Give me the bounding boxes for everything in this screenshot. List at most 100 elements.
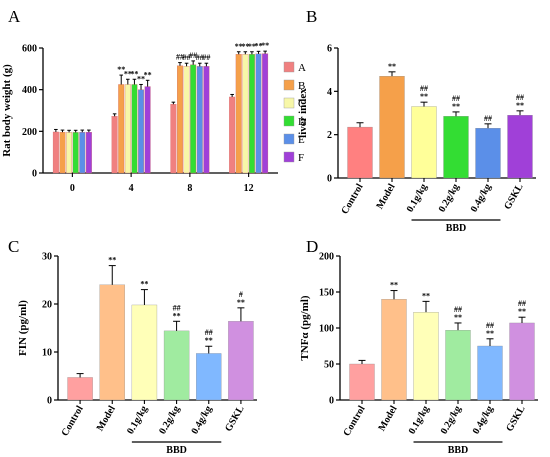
y-tick-label: 6	[327, 44, 332, 55]
significance-label: ##	[205, 328, 213, 337]
bar	[131, 304, 158, 401]
bar	[59, 132, 66, 174]
significance-label: ##	[420, 84, 428, 93]
x-tick-label: Model	[95, 404, 118, 433]
x-tick-label: GSKL	[504, 404, 528, 434]
bar	[79, 132, 86, 174]
x-tick-label: 0.4g/kg	[189, 404, 214, 436]
bar	[242, 54, 249, 174]
bar	[118, 84, 125, 174]
y-tick-label: 50	[324, 360, 334, 371]
x-tick-label: GSKL	[502, 182, 526, 212]
significance-label: **	[235, 42, 243, 51]
y-tick-label: 150	[319, 288, 334, 299]
legend-swatch	[283, 115, 295, 127]
x-tick-label: 0.1g/kg	[125, 404, 150, 436]
legend-swatch	[283, 79, 295, 91]
bar	[131, 84, 138, 174]
bar	[163, 330, 190, 401]
bar	[509, 322, 535, 401]
x-tick-label: Model	[376, 404, 399, 433]
bar	[477, 345, 503, 401]
bar	[379, 76, 405, 179]
bar	[411, 106, 437, 179]
legend-label: A	[298, 62, 306, 74]
x-tick-label: Control	[60, 404, 86, 438]
y-axis-label: FIN (pg/ml)	[17, 300, 29, 356]
significance-label: #	[239, 290, 243, 299]
x-tick-label: 0.4g/kg	[471, 404, 496, 436]
bar	[349, 363, 375, 401]
group-label: BBD	[166, 445, 187, 456]
significance-label: ##	[454, 305, 462, 314]
bar	[124, 84, 131, 174]
x-tick-label: 0	[70, 183, 75, 194]
bar	[203, 66, 210, 174]
significance-label: **	[248, 42, 256, 51]
x-tick-label: 0.4g/kg	[469, 182, 494, 214]
significance-label: ##	[486, 321, 494, 330]
x-tick-label: Control	[339, 182, 365, 216]
bar	[111, 116, 118, 174]
bar	[196, 353, 222, 401]
significance-label: **	[486, 329, 494, 338]
legend-label: B	[298, 80, 305, 92]
significance-label: **	[140, 280, 148, 289]
significance-label: **	[117, 65, 125, 74]
significance-label: **	[420, 92, 428, 101]
y-axis-label: Rat body weight (g)	[1, 64, 13, 157]
significance-label: ##	[484, 114, 492, 123]
significance-label: **	[454, 313, 462, 322]
y-tick-label: 200	[319, 252, 334, 263]
y-tick-label: 30	[42, 252, 52, 263]
y-tick-label: 10	[42, 348, 52, 359]
bar	[413, 312, 439, 401]
bar	[445, 330, 471, 401]
significance-label: **	[516, 101, 524, 110]
x-tick-label: 0.2g/kg	[157, 404, 182, 436]
significance-label: **	[173, 311, 181, 320]
bar	[196, 66, 203, 174]
significance-label: **	[390, 281, 398, 290]
significance-label: ##	[176, 53, 184, 62]
bar	[177, 65, 183, 174]
panel-label: B	[306, 7, 317, 26]
significance-label: ##	[189, 51, 197, 60]
y-tick-label: 0	[327, 174, 332, 185]
x-tick-label: 4	[129, 183, 134, 194]
x-tick-label: GSKL	[223, 404, 247, 434]
significance-label: **	[108, 256, 116, 265]
x-tick-label: 0.2g/kg	[439, 404, 464, 436]
group-label: BBD	[448, 445, 469, 456]
y-tick-label: 600	[22, 44, 37, 55]
y-tick-label: 0	[47, 396, 52, 407]
y-tick-label: 20	[42, 300, 52, 311]
bar	[475, 128, 501, 179]
bar	[52, 131, 59, 174]
bar	[85, 132, 92, 174]
bar	[66, 132, 73, 174]
y-axis-label: liver index	[297, 88, 309, 138]
significance-label: **	[144, 70, 152, 79]
x-tick-label: 8	[187, 183, 192, 194]
panel-label: A	[8, 7, 21, 26]
x-tick-label: 12	[244, 183, 254, 194]
y-tick-label: 200	[22, 127, 37, 138]
legend-label: C	[298, 98, 305, 110]
significance-label: **	[130, 69, 138, 78]
bar	[381, 299, 407, 401]
panel-d: 0 50 100 150 200 TNFα (pg/ml) D Control ** Model *…	[299, 237, 538, 456]
significance-label: **	[205, 336, 213, 345]
bar	[67, 377, 93, 401]
legend-label: E	[298, 134, 305, 146]
legend-swatch	[283, 133, 295, 145]
bar	[347, 126, 373, 179]
legend-swatch	[283, 61, 295, 73]
bar	[235, 54, 242, 174]
significance-label: **	[388, 62, 396, 71]
bar	[138, 89, 144, 174]
y-tick-label: 0	[32, 169, 37, 180]
